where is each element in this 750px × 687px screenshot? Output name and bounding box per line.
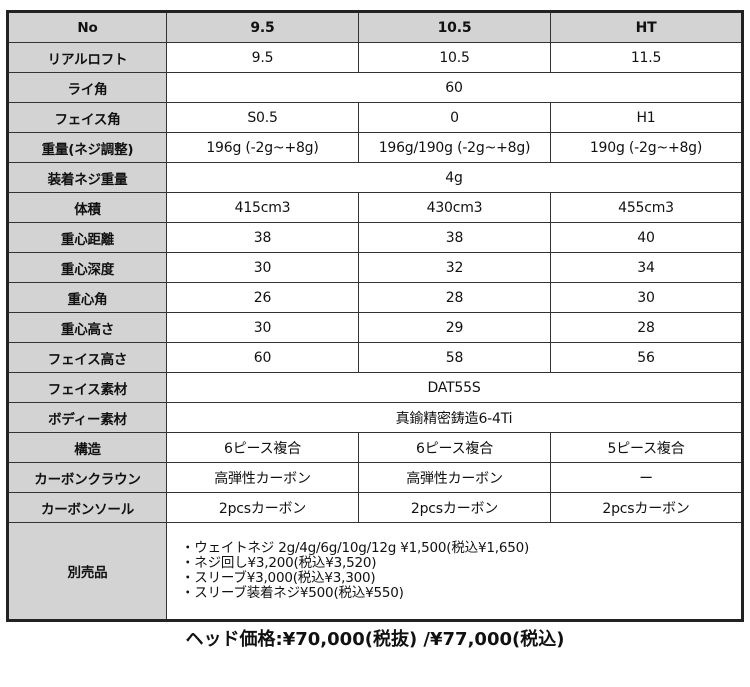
table-row: カーボンソール 2pcsカーボン 2pcsカーボン 2pcsカーボン (7, 492, 743, 523)
cell-value: 32 (358, 252, 551, 283)
table-row: 重心高さ 30 29 28 (7, 312, 743, 343)
row-label: リアルロフト (7, 42, 167, 73)
cell-value: 30 (166, 312, 359, 343)
table-row: 重心距離 38 38 40 (7, 222, 743, 253)
row-label: 重心高さ (7, 312, 167, 343)
cell-value: 196g/190g (-2g~+8g) (358, 132, 551, 163)
table-row: ボディー素材 真鍮精密鋳造6-4Ti (7, 402, 743, 433)
table-row: 装着ネジ重量 4g (7, 162, 743, 193)
table-row: 構造 6ピース複合 6ピース複合 5ピース複合 (7, 432, 743, 463)
row-label: フェイス高さ (7, 342, 167, 373)
cell-value: 38 (166, 222, 359, 253)
table-row: ライ角 60 (7, 72, 743, 103)
spec-table: No 9.5 10.5 HT リアルロフト 9.5 10.5 11.5 ライ角 60 フェイス角 S0… (6, 10, 744, 622)
accessories-row: 別売品 ・ウェイトネジ 2g/4g/6g/10g/12g ¥1,500(税込¥1,… (7, 522, 743, 621)
row-label: 重量(ネジ調整) (7, 132, 167, 163)
cell-value: 0 (358, 102, 551, 133)
header-label: No (7, 11, 167, 43)
cell-value: 30 (550, 282, 743, 313)
row-label: 装着ネジ重量 (7, 162, 167, 193)
cell-value: 60 (166, 72, 743, 103)
header-row: No 9.5 10.5 HT (7, 11, 743, 43)
cell-value: 11.5 (550, 42, 743, 73)
cell-value: S0.5 (166, 102, 359, 133)
cell-value: 56 (550, 342, 743, 373)
row-label: 重心距離 (7, 222, 167, 253)
cell-value: 40 (550, 222, 743, 253)
table-row: フェイス高さ 60 58 56 (7, 342, 743, 373)
cell-value: 高弾性カーボン (358, 462, 551, 493)
row-label: 体積 (7, 192, 167, 223)
cell-value: 455cm3 (550, 192, 743, 223)
cell-value: 34 (550, 252, 743, 283)
cell-value: 58 (358, 342, 551, 373)
table-row: 重量(ネジ調整) 196g (-2g~+8g) 196g/190g (-2g~+8g… (7, 132, 743, 163)
table-row: フェイス角 S0.5 0 H1 (7, 102, 743, 133)
column-header: HT (550, 11, 743, 43)
cell-value: DAT55S (166, 372, 743, 403)
cell-value: 高弾性カーボン (166, 462, 359, 493)
column-header: 9.5 (166, 11, 359, 43)
row-label: カーボンソール (7, 492, 167, 523)
cell-value: 6ピース複合 (358, 432, 551, 463)
head-price: ヘッド価格:¥70,000(税抜) /¥77,000(税込) (185, 629, 565, 650)
cell-value: 2pcsカーボン (358, 492, 551, 523)
row-label: 別売品 (7, 522, 167, 621)
accessory-item: ・ウェイトネジ 2g/4g/6g/10g/12g ¥1,500(税込¥1,650… (181, 540, 530, 556)
cell-value: 196g (-2g~+8g) (166, 132, 359, 163)
table-row: 体積 415cm3 430cm3 455cm3 (7, 192, 743, 223)
accessories-list: ・ウェイトネジ 2g/4g/6g/10g/12g ¥1,500(税込¥1,650… (166, 522, 743, 621)
cell-value: H1 (550, 102, 743, 133)
cell-value: 6ピース複合 (166, 432, 359, 463)
cell-value: 5ピース複合 (550, 432, 743, 463)
accessory-item: ・スリーブ¥3,000(税込¥3,300) (181, 570, 376, 586)
row-label: 構造 (7, 432, 167, 463)
table-row: 重心深度 30 32 34 (7, 252, 743, 283)
cell-value: 190g (-2g~+8g) (550, 132, 743, 163)
cell-value: 60 (166, 342, 359, 373)
cell-value: 430cm3 (358, 192, 551, 223)
accessory-item: ・ネジ回し¥3,200(税込¥3,520) (181, 555, 377, 571)
cell-value: 30 (166, 252, 359, 283)
cell-value: 29 (358, 312, 551, 343)
column-header: 10.5 (358, 11, 551, 43)
cell-value: 4g (166, 162, 743, 193)
table-row: 重心角 26 28 30 (7, 282, 743, 313)
cell-value: 2pcsカーボン (550, 492, 743, 523)
accessory-item: ・スリーブ装着ネジ¥500(税込¥550) (181, 585, 404, 601)
row-label: フェイス角 (7, 102, 167, 133)
cell-value: 28 (358, 282, 551, 313)
row-label: 重心深度 (7, 252, 167, 283)
cell-value: 10.5 (358, 42, 551, 73)
cell-value: 28 (550, 312, 743, 343)
table-row: カーボンクラウン 高弾性カーボン 高弾性カーボンー (7, 462, 743, 493)
table-row: リアルロフト 9.5 10.5 11.5 (7, 42, 743, 73)
cell-value: 9.5 (166, 42, 359, 73)
cell-value: 真鍮精密鋳造6-4Ti (166, 402, 743, 433)
cell-value: 415cm3 (166, 192, 359, 223)
row-label: フェイス素材 (7, 372, 167, 403)
row-label: ボディー素材 (7, 402, 167, 433)
cell-value: 38 (358, 222, 551, 253)
cell-value: 2pcsカーボン (166, 492, 359, 523)
cell-value: ー (550, 462, 743, 493)
row-label: ライ角 (7, 72, 167, 103)
cell-value: 26 (166, 282, 359, 313)
row-label: 重心角 (7, 282, 167, 313)
row-label: カーボンクラウン (7, 462, 167, 493)
table-row: フェイス素材 DAT55S (7, 372, 743, 403)
